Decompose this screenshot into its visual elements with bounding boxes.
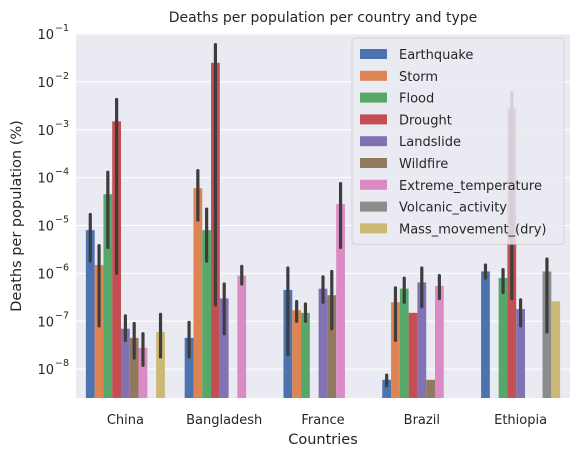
y-tick-label: 10 (37, 363, 54, 378)
bar-earthquake (184, 337, 194, 398)
bar-extreme_temperature (237, 275, 247, 398)
y-tick-labels: 10−810−710−610−510−410−310−210−1 (37, 23, 69, 378)
bar-earthquake (85, 230, 95, 398)
legend-label: Earthquake (399, 48, 473, 63)
y-tick-exponent: −8 (55, 358, 69, 369)
legend-swatch (360, 70, 387, 81)
y-tick-exponent: −7 (55, 310, 69, 321)
legend-swatch (360, 49, 387, 59)
bar-storm (94, 264, 104, 398)
y-tick-label: 10 (37, 28, 54, 43)
bar-landslide (516, 309, 525, 398)
y-tick-label: 10 (37, 267, 54, 282)
y-tick-label: 10 (37, 220, 54, 235)
legend: Earthquake Storm Flood Drought Landslide Wild… (351, 37, 565, 245)
y-tick-exponent: −4 (55, 167, 69, 178)
bar-extreme_temperature (138, 347, 148, 398)
legend-swatch (360, 223, 387, 234)
bar-wildfire (129, 337, 139, 398)
y-tick-label: 10 (37, 124, 54, 139)
legend-swatch (360, 158, 387, 168)
bar-earthquake (481, 271, 490, 398)
legend-swatch (360, 201, 387, 212)
bar-landslide (219, 298, 229, 398)
bar-volcanic_activity (542, 271, 552, 398)
legend-frame (351, 37, 565, 245)
bar-earthquake (382, 379, 392, 398)
legend-label: Wildfire (399, 157, 448, 172)
bar-wildfire (327, 295, 337, 398)
bar-mass_movement_(dry) (156, 331, 165, 398)
legend-swatch (360, 179, 387, 190)
x-tick-label: Ethiopia (494, 413, 547, 428)
bar-drought (408, 312, 418, 398)
legend-label: Mass_movement_(dry) (399, 222, 546, 237)
chart-title: Deaths per population per country and ty… (169, 10, 478, 26)
bar-mass_movement_(dry) (551, 301, 561, 398)
y-axis-label: Deaths per population (%) (9, 120, 25, 312)
y-tick-exponent: −5 (55, 215, 69, 226)
legend-label: Volcanic_activity (399, 201, 507, 216)
bar-flood (399, 288, 409, 398)
y-tick-exponent: −6 (55, 262, 69, 273)
bar-extreme_temperature (434, 285, 444, 398)
bar-extreme_temperature (336, 204, 345, 398)
legend-label: Drought (399, 113, 452, 128)
y-tick-exponent: −3 (55, 119, 69, 130)
x-tick-label: France (301, 413, 344, 428)
bar-flood (498, 278, 508, 398)
bar-storm (292, 310, 302, 398)
x-tick-label: China (107, 413, 144, 428)
bar-storm (391, 302, 400, 398)
bar-landslide (318, 288, 328, 398)
legend-swatch (360, 136, 387, 147)
x-tick-labels: China Bangladesh France Brazil Ethiopia (107, 413, 547, 428)
bar-wildfire (426, 379, 435, 398)
x-tick-label: Bangladesh (186, 413, 262, 428)
y-tick-label: 10 (37, 315, 54, 330)
legend-swatch (360, 114, 387, 125)
legend-label: Storm (399, 70, 438, 85)
bar-flood (103, 194, 113, 398)
legend-label: Extreme_temperature (399, 179, 542, 194)
legend-label: Flood (399, 92, 434, 107)
bar-flood (202, 230, 212, 398)
bar-flood (301, 312, 310, 398)
bar-landslide (417, 282, 427, 398)
legend-label: Landslide (399, 135, 461, 150)
y-tick-exponent: −2 (55, 71, 69, 82)
y-tick-label: 10 (37, 172, 54, 187)
bar-storm (193, 188, 203, 398)
bar-landslide (121, 328, 130, 398)
y-tick-label: 10 (37, 76, 54, 91)
x-tick-label: Brazil (404, 413, 440, 428)
x-axis-label: Countries (288, 432, 358, 448)
legend-swatch (360, 92, 387, 103)
y-tick-exponent: −1 (55, 23, 69, 34)
